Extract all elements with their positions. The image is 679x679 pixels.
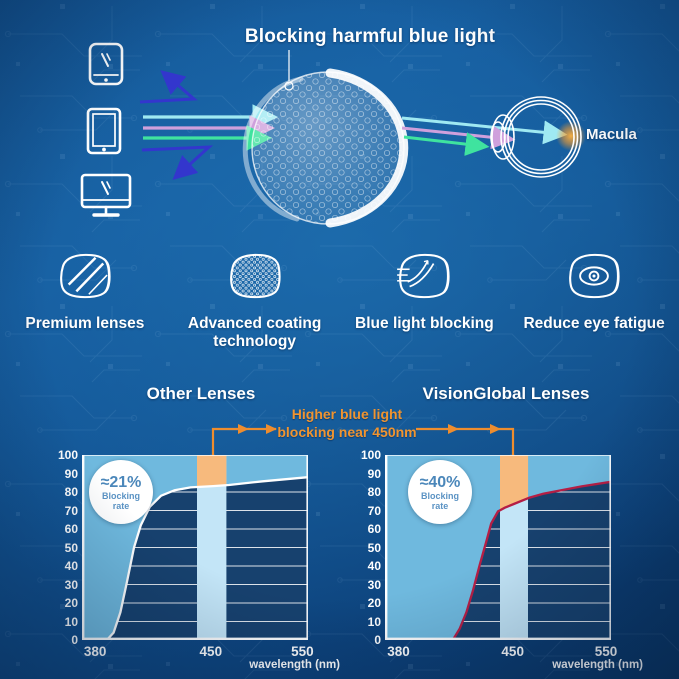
plot-svg: [82, 455, 308, 640]
x-tick-label: 550: [291, 644, 314, 659]
y-tick-label: 70: [64, 503, 78, 518]
y-tick-label: 30: [367, 577, 381, 592]
badge-word: rate: [112, 500, 130, 511]
x-tick-label: 450: [199, 644, 223, 659]
feature-label: Premium lenses: [25, 315, 145, 332]
axes: [385, 455, 611, 640]
annotation-line-1: Higher blue light: [291, 406, 403, 422]
badge-word: rate: [431, 500, 449, 511]
eye-fatigue-icon: [569, 253, 620, 299]
y-tick-label: 20: [367, 596, 381, 610]
eye-diagram: [490, 96, 586, 178]
y-tick-label: 0: [374, 633, 381, 647]
blocking-curve: [385, 480, 611, 640]
blocking-rate-badge: ≈21% Blocking rate: [89, 460, 153, 524]
y-tick-label: 80: [367, 485, 381, 499]
annotation-higher-blocking: Higher blue light blocking near 450nm: [260, 406, 434, 441]
feature-label: Advanced coating technology: [187, 315, 322, 351]
x-tick-label: 550: [594, 644, 618, 659]
annotation-line-2: blocking near 450nm: [277, 423, 417, 440]
title-leader-line: [284, 50, 294, 91]
y-tick-label: 70: [367, 503, 381, 518]
y-tick-label: 100: [361, 448, 382, 462]
y-tick-label: 30: [64, 577, 78, 592]
y-tick-label: 60: [367, 522, 381, 536]
feature-advanced-coating: Advanced coating technology: [170, 252, 340, 352]
higher-blocking-zone: [197, 455, 227, 487]
feature-label: Blue light blocking: [355, 315, 494, 332]
reflected-blue-light-arrows: [139, 70, 214, 181]
y-tick-label: 90: [64, 466, 78, 481]
blocking-rate-value: ≈40%: [419, 473, 461, 491]
y-tick-label: 50: [64, 540, 78, 555]
macula-label: Macula: [586, 126, 637, 143]
blocking-rate-value: ≈21%: [100, 473, 142, 491]
cornea: [491, 114, 515, 160]
other-lenses-chart: ≈21% Blocking rate wavelength (nm) 0 10 20…: [58, 443, 344, 679]
transmitted-light-rays: [401, 116, 568, 157]
x-axis-label: wavelength (nm): [249, 659, 340, 671]
plot-border: [385, 455, 611, 640]
feature-label: Reduce eye fatigue: [523, 315, 665, 332]
monitor-icon: [80, 173, 132, 219]
y-tick-label: 20: [64, 596, 78, 610]
tablet-icon: [86, 107, 122, 155]
higher-blocking-zone: [500, 455, 529, 511]
right-chart-title: VisionGlobal Lenses: [422, 384, 590, 403]
y-tick-label: 40: [367, 559, 381, 573]
macula-glow: [556, 121, 586, 151]
features-row: Premium lenses Advanced coating technolo…: [0, 252, 679, 352]
y-tick-label: 10: [367, 614, 381, 629]
coating-lens-icon: [229, 253, 281, 299]
blocking-curve: [82, 476, 308, 640]
axes: [82, 455, 308, 640]
badge-word: Blocking: [420, 490, 459, 501]
x-tick-label: 380: [83, 644, 107, 659]
feature-reduce-eye-fatigue: Reduce eye fatigue: [509, 252, 679, 352]
y-tick-label: 80: [64, 485, 78, 499]
x-tick-label: 380: [387, 644, 410, 659]
visionglobal-lenses-chart: ≈40% Blocking rate wavelength (nm) 0 10 20…: [361, 443, 647, 679]
plot-area: [82, 455, 308, 640]
y-tick-label: 0: [71, 633, 78, 647]
x-tick-label: 450: [501, 644, 524, 659]
coated-lens: [242, 68, 409, 228]
y-tick-label: 90: [367, 466, 381, 481]
incoming-light-rays: [143, 104, 278, 151]
feature-premium-lenses: Premium lenses: [0, 252, 170, 352]
feature-blue-light-blocking: Blue light blocking: [340, 252, 510, 352]
plot-border: [82, 455, 308, 640]
premium-lens-icon: [59, 253, 111, 299]
left-chart-title: Other Lenses: [146, 384, 256, 403]
lens-rim: [325, 68, 409, 228]
x-axis-label: wavelength (nm): [552, 659, 643, 671]
smartphone-icon: [88, 42, 124, 86]
y-tick-label: 100: [58, 448, 79, 462]
y-tick-label: 50: [367, 540, 381, 555]
badge-word: Blocking: [101, 490, 140, 501]
y-tick-label: 40: [64, 559, 78, 573]
main-title: Blocking harmful blue light: [244, 26, 496, 47]
blocking-rate-badge: ≈40% Blocking rate: [408, 460, 472, 524]
y-tick-label: 60: [64, 522, 78, 536]
y-tick-label: 10: [64, 614, 78, 629]
blue-light-blocking-icon: [397, 253, 451, 299]
